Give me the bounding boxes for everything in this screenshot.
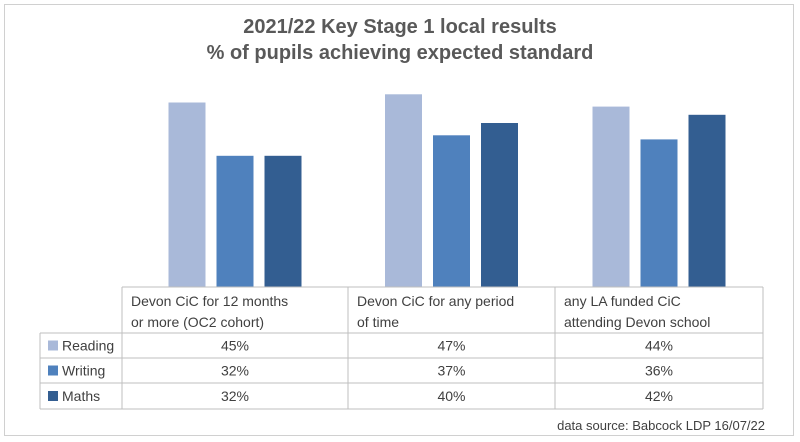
data-value-label: 42% [645, 388, 673, 404]
category-label: any LA funded CiC [564, 293, 681, 309]
category-label: Devon CiC for 12 months [131, 293, 288, 309]
bar-reading-3 [592, 106, 630, 287]
data-source-note: data source: Babcock LDP 16/07/22 [557, 418, 765, 433]
legend-key-writing [48, 365, 58, 376]
data-value-label: 32% [221, 363, 249, 379]
data-table: Devon CiC for 12 months or more (OC2 coho… [39, 286, 764, 410]
data-value-label: 47% [437, 338, 465, 354]
legend-key-reading [48, 340, 58, 351]
data-value-label: 36% [645, 363, 673, 379]
series-name: Writing [62, 363, 105, 379]
bar-writing-3 [640, 139, 678, 287]
data-value-label: 45% [221, 338, 249, 354]
bar-maths-3 [688, 114, 726, 287]
bar-writing-1 [216, 155, 254, 287]
plot-area [168, 94, 726, 287]
data-value-label: 37% [437, 363, 465, 379]
data-value-label: 44% [645, 338, 673, 354]
category-label: attending Devon school [564, 314, 710, 330]
series-name: Reading [62, 338, 114, 354]
bar-maths-1 [264, 155, 302, 287]
bar-reading-2 [385, 94, 422, 287]
data-value-label: 32% [221, 388, 249, 404]
legend-key-maths [48, 391, 58, 401]
category-label: Devon CiC for any period [357, 293, 514, 309]
category-label: of time [357, 314, 399, 330]
bar-writing-2 [433, 135, 470, 287]
series-name: Maths [62, 388, 100, 404]
category-label: or more (OC2 cohort) [131, 314, 264, 330]
chart-subtitle: % of pupils achieving expected standard [207, 42, 594, 64]
data-value-label: 40% [437, 388, 465, 404]
chart-title: 2021/22 Key Stage 1 local results [243, 16, 557, 38]
bar-maths-2 [481, 123, 518, 287]
bar-reading-1 [168, 102, 206, 287]
